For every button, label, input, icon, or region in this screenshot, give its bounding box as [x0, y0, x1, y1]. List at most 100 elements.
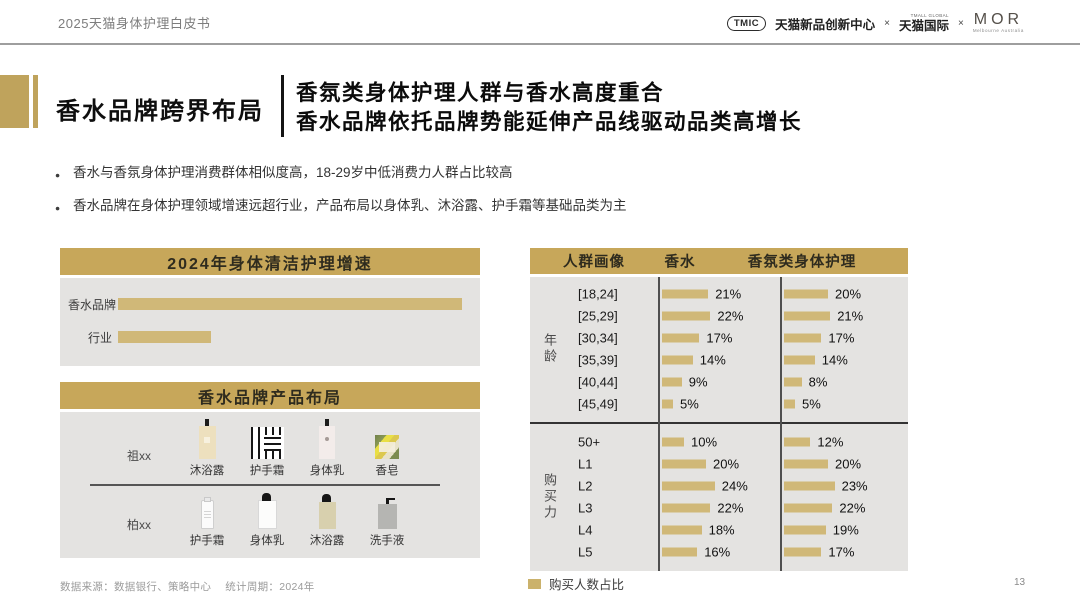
category-label: [45,49]: [578, 396, 618, 412]
category-label: L3: [578, 500, 593, 515]
bodycare-value: 17%: [828, 330, 855, 346]
bodycare-bar: [784, 525, 826, 534]
product-image: [198, 419, 216, 459]
bodycare-value: 22%: [839, 500, 866, 515]
table-group-divider: [530, 422, 908, 424]
column-divider: [780, 277, 782, 571]
product-name: 洗手液: [369, 534, 405, 547]
header-divider: [0, 43, 1080, 45]
table-row: [25,29] 22% 21%: [530, 305, 908, 327]
gold-accent-bar: [33, 75, 38, 128]
bodycare-value: 20%: [835, 456, 862, 471]
page-title: 香氛类身体护理人群与香水高度重合 香水品牌依托品牌势能延伸产品线驱动品类高增长: [296, 79, 802, 137]
growth-chart-panel: 2024年身体清洁护理增速 香水品牌 行业: [60, 248, 480, 366]
group-label: 年龄: [542, 333, 557, 365]
growth-chart-rows: 香水品牌行业: [60, 278, 480, 366]
product-name: 身体乳: [309, 465, 345, 477]
bodycare-value: 21%: [837, 308, 864, 324]
soap-box-icon: [375, 435, 399, 459]
tubes-pattern-icon: [250, 427, 284, 459]
key-points: 香水与香氛身体护理消费群体相似度高，18-29岁中低消费力人群占比较高 香水品牌…: [55, 166, 627, 232]
growth-bar-label: 香水品牌: [68, 297, 117, 312]
perfume-value: 20%: [713, 456, 740, 471]
mor-logo: MOR Melbourne Australia: [973, 12, 1024, 34]
bodycare-bar: [784, 481, 835, 490]
title-divider: [281, 75, 284, 137]
section-label: 香水品牌跨界布局: [56, 98, 264, 125]
table-row: L3 22% 22%: [530, 497, 908, 519]
audience-table-header: 人群画像 香水 香氛类身体护理: [530, 248, 908, 274]
product-image: [257, 489, 277, 529]
perfume-value: 18%: [708, 522, 735, 537]
table-row: L1 20% 20%: [530, 453, 908, 475]
column-divider: [658, 277, 660, 571]
legend-swatch-icon: [528, 578, 541, 589]
product-row: 祖xx 沐浴露 护手霜 身体乳 香皂: [60, 418, 480, 478]
column-header-profile: 人群画像: [563, 254, 625, 271]
growth-bar-row: 行业: [60, 330, 480, 345]
tube-white-icon: [200, 496, 214, 529]
product-rows: 祖xx 沐浴露 护手霜 身体乳 香皂 柏xx 护手霜 身体乳 沐浴露 洗手液: [60, 412, 480, 558]
table-row: [30,34] 17% 17%: [530, 327, 908, 349]
bodycare-bar: [784, 355, 815, 365]
logo-row: TMIC 天猫新品创新中心 × TMALL GLOBAL 天猫国际 × MOR …: [726, 8, 1024, 38]
perfume-bar: [662, 481, 715, 490]
product-row: 柏xx 护手霜 身体乳 沐浴露 洗手液: [60, 488, 480, 548]
table-row: [40,44] 9% 8%: [530, 371, 908, 393]
mor-logo-subtext: Melbourne Australia: [972, 28, 1024, 34]
data-source-note: 数据来源：数据银行、策略中心 统计周期：2024年: [60, 581, 315, 593]
product-name: 护手霜: [189, 534, 225, 547]
bodycare-bar: [784, 547, 822, 556]
perfume-value: 10%: [691, 434, 718, 449]
product-name: 沐浴露: [309, 534, 345, 547]
bottle-beige-icon: [198, 419, 216, 459]
category-label: L2: [578, 478, 593, 493]
perfume-value: 14%: [699, 352, 726, 368]
perfume-value: 24%: [721, 478, 748, 493]
table-row: [35,39] 14% 14%: [530, 349, 908, 371]
table-group: 年龄 [18,24] 21% 20% [25,29] 22% 21% [30,34] 17% 17…: [530, 283, 908, 415]
category-label: [18,24]: [578, 286, 618, 302]
gold-accent-block: [0, 75, 29, 128]
perfume-bar: [662, 399, 673, 409]
category-label: 50+: [578, 434, 601, 449]
column-header-perfume: 香水: [664, 254, 696, 271]
bodycare-bar: [784, 437, 811, 446]
group-label: 购买力: [542, 472, 557, 521]
page-number: 13: [1014, 577, 1026, 588]
bodycare-bar: [784, 503, 833, 512]
product-layout-title: 香水品牌产品布局: [60, 382, 480, 409]
product-item: 沐浴露: [177, 419, 237, 478]
product-image: [375, 419, 399, 459]
bodycare-value: 5%: [802, 396, 821, 412]
perfume-value: 5%: [680, 396, 699, 412]
perfume-bar: [662, 437, 684, 446]
headline-line1: 香氛类身体护理人群与香水高度重合: [296, 81, 665, 105]
perfume-value: 17%: [706, 330, 733, 346]
bodycare-bar: [784, 311, 831, 321]
perfume-bar: [662, 503, 711, 512]
perfume-bar: [662, 333, 700, 343]
category-label: L5: [578, 544, 593, 559]
table-group: 购买力 50+ 10% 12% L1 20% 20% L2 24% 23% L3 22% 22% L4 18…: [530, 431, 908, 563]
column-header-bodycare: 香氛类身体护理: [747, 254, 857, 271]
category-label: L1: [578, 456, 593, 471]
product-name: 身体乳: [249, 534, 285, 547]
audience-table-body: 年龄 [18,24] 21% 20% [25,29] 22% 21% [30,34] 17% 17…: [530, 277, 908, 571]
tmic-center-name: 天猫新品创新中心: [775, 17, 876, 32]
perfume-bar: [662, 377, 682, 387]
perfume-bar: [662, 355, 693, 365]
audience-table-groups: 年龄 [18,24] 21% 20% [25,29] 22% 21% [30,34] 17% 17…: [530, 283, 908, 563]
headline-line2: 香水品牌依托品牌势能延伸产品线驱动品类高增长: [296, 110, 803, 134]
tmall-global-name: 天猫国际: [898, 18, 949, 33]
bottle-white-cap-icon: [257, 492, 277, 529]
perfume-value: 22%: [717, 308, 744, 324]
bodycare-value: 14%: [821, 352, 848, 368]
growth-bar-label: 行业: [87, 330, 112, 345]
product-image: [250, 419, 284, 459]
perfume-value: 9%: [688, 374, 708, 390]
brand-label: 柏xx: [127, 518, 152, 532]
tmic-logo-text: TMIC: [733, 17, 760, 29]
bodycare-value: 8%: [808, 374, 828, 390]
table-row: [18,24] 21% 20%: [530, 283, 908, 305]
